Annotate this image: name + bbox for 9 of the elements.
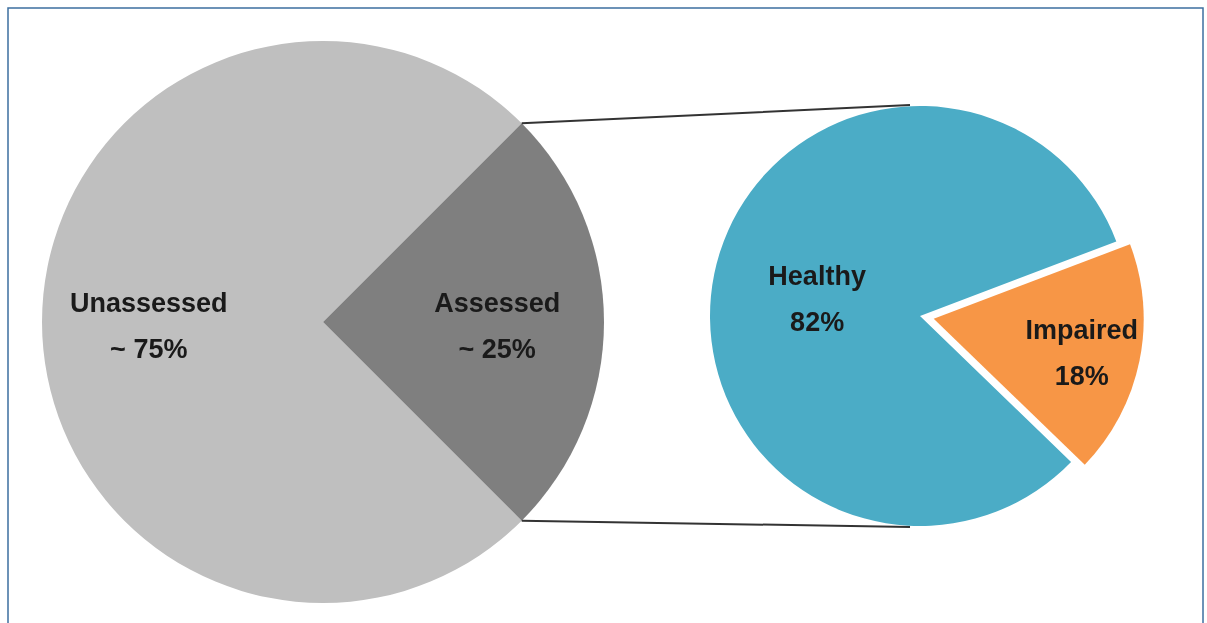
data-label: ~ 25% <box>458 334 536 364</box>
data-label: 18% <box>1054 361 1109 392</box>
data-label: 82% <box>790 306 845 337</box>
slice-label: Unassessed <box>69 288 228 318</box>
pie-slice <box>323 123 604 521</box>
data-label: ~ 75% <box>110 334 188 364</box>
slice-label: Impaired <box>1025 315 1139 346</box>
slice-label: Healthy <box>768 260 866 291</box>
slice-label: Assessed <box>434 288 561 318</box>
